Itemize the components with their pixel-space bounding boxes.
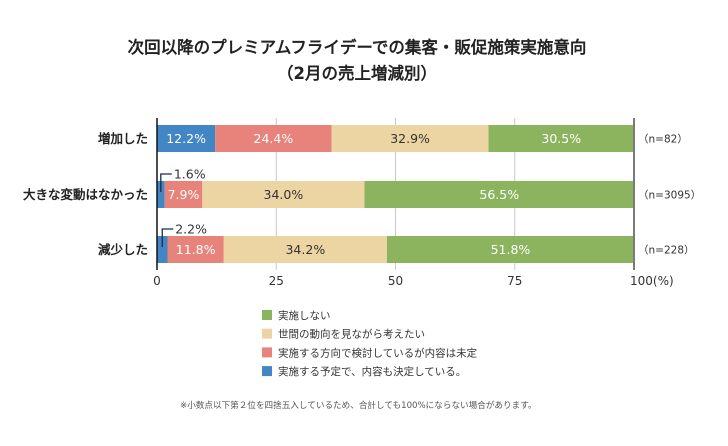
bar-segment — [488, 125, 634, 152]
x-tick-label: 75 — [507, 274, 522, 288]
bar-segment — [202, 181, 365, 208]
legend-label: 実施する方向で検討しているが内容は未定 — [278, 346, 478, 359]
bar-segment — [164, 181, 203, 208]
chart-title: 次回以降のプレミアムフライデーでの集客・販促施策実施意向 — [128, 37, 587, 57]
legend-swatch — [262, 328, 272, 339]
data-label: 34.2% — [285, 242, 325, 257]
data-label: 2.2% — [175, 222, 207, 237]
data-label: 11.8% — [176, 242, 216, 257]
legend-label: 世間の動向を見ながら考えたい — [278, 328, 425, 341]
bar-segment — [167, 236, 224, 263]
x-tick-label: 50 — [388, 274, 403, 288]
data-label: 12.2% — [166, 131, 206, 146]
data-label: 51.8% — [491, 242, 531, 257]
data-label: 30.5% — [541, 131, 581, 146]
leader-line — [160, 173, 172, 192]
leader-line — [161, 228, 174, 247]
sample-size-label: （n=228） — [638, 245, 695, 257]
bar-segment — [364, 181, 634, 208]
category-label: 増加した — [98, 131, 148, 146]
data-label: 1.6% — [174, 167, 206, 182]
bar-segment — [157, 236, 168, 263]
data-label: 7.9% — [168, 187, 200, 202]
data-label: 24.4% — [254, 131, 294, 146]
sample-size-label: （n=3095） — [638, 190, 701, 202]
bar-segment — [157, 125, 216, 152]
bar-segment — [215, 125, 332, 152]
legend-label: 実施しない — [278, 309, 331, 322]
x-tick-label: 0 — [153, 274, 161, 288]
data-label: 34.0% — [264, 187, 304, 202]
data-label: 56.5% — [479, 187, 519, 202]
legend: 実施しない世間の動向を見ながら考えたい実施する方向で検討しているが内容は未定実施… — [262, 309, 478, 378]
sample-size-label: （n=82） — [638, 134, 688, 146]
data-label: 32.9% — [390, 131, 430, 146]
bar-segment — [223, 236, 387, 263]
x-tick-label: 100(%) — [630, 274, 674, 288]
bar-segment — [331, 125, 489, 152]
legend-swatch — [262, 310, 272, 320]
category-label: 減少した — [98, 242, 148, 257]
chart-subtitle: （2月の売上増減別） — [277, 63, 437, 83]
footnote: ※小数点以下第２位を四捨五入しているため、合計しても100%にならない場合があり… — [180, 399, 537, 411]
labels: 0 25 50 75 100(%) 12.2% 24.4% 32.9% 30.5% 増加した （n=… — [23, 131, 701, 288]
bar-segment — [157, 181, 165, 208]
legend-swatch — [262, 347, 272, 358]
axes — [156, 118, 635, 270]
bar-segment — [386, 236, 634, 263]
x-tick-label: 25 — [269, 274, 284, 288]
legend-swatch — [262, 366, 272, 377]
category-label: 大きな変動はなかった — [23, 187, 148, 202]
bars — [157, 125, 634, 263]
legend-label: 実施する予定で、内容も決定している。 — [278, 365, 466, 378]
